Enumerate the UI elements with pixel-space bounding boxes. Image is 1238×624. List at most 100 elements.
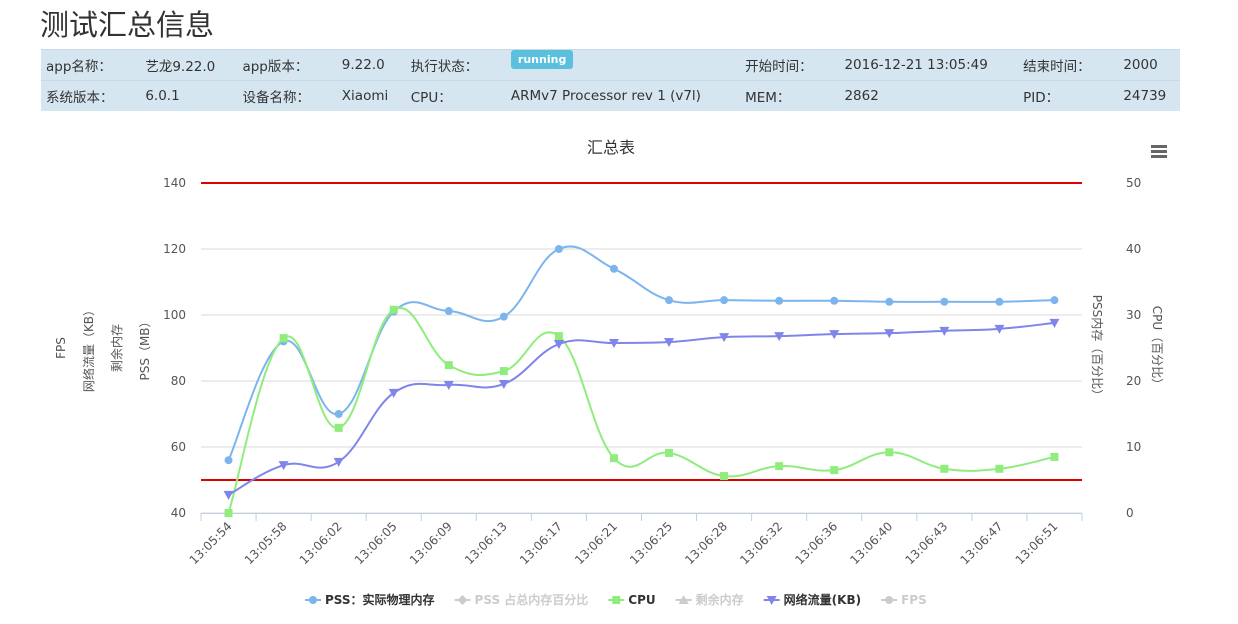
y2-tick-label: 50 — [1126, 176, 1141, 190]
marker — [498, 379, 509, 389]
y-tick-label: 80 — [171, 374, 186, 388]
y-axis-title: 网络流量（KB） — [81, 304, 96, 392]
marker — [720, 296, 729, 305]
marker — [499, 312, 508, 321]
info-cell: 执行状态： — [405, 49, 506, 81]
info-value: ARMv7 Processor rev 1 (v7l) — [510, 88, 701, 104]
x-tick-label: 13:06:43 — [902, 519, 950, 567]
info-cell: 2862 — [839, 80, 1019, 111]
legend-item[interactable]: 剩余内存 — [675, 592, 744, 607]
marker — [885, 448, 894, 457]
marker — [884, 329, 895, 339]
y-axis-title: PSS（MB） — [138, 315, 152, 380]
marker — [719, 333, 730, 343]
info-label: MEM： — [745, 90, 791, 106]
marker — [830, 466, 839, 475]
info-label: 设备名称： — [242, 90, 310, 106]
info-cell: 系统版本： — [41, 80, 141, 111]
x-tick-label: 13:06:32 — [737, 519, 785, 567]
marker — [443, 380, 454, 390]
marker — [224, 456, 233, 465]
marker — [885, 596, 894, 604]
info-value: 6.0.1 — [145, 88, 180, 104]
y2-tick-label: 20 — [1126, 374, 1141, 388]
marker — [334, 410, 343, 418]
marker — [775, 296, 784, 305]
x-tick-label: 13:06:17 — [517, 519, 565, 567]
marker — [1049, 318, 1060, 328]
marker — [1050, 452, 1059, 461]
x-tick-label: 13:06:09 — [407, 519, 455, 567]
menu-bar[interactable] — [1151, 155, 1167, 158]
info-label: CPU： — [410, 90, 452, 106]
marker — [665, 296, 674, 305]
marker — [939, 326, 950, 336]
marker — [309, 596, 317, 604]
x-tick-label: 13:06:05 — [352, 519, 400, 567]
marker — [223, 490, 234, 500]
marker — [608, 339, 619, 349]
legend-item[interactable]: PSS：实际物理内存 — [305, 592, 435, 607]
info-label: 开始时间： — [745, 59, 813, 75]
info-row: app名称： 艺龙9.22.0 app版本： 9.22.0 执行状态： running 开始… — [41, 49, 1180, 81]
legend-item[interactable]: 网络流量(KB) — [763, 592, 861, 607]
x-tick-label: 13:06:28 — [682, 519, 730, 567]
info-value: 2000 — [1123, 57, 1158, 73]
x-tick-label: 13:06:02 — [297, 519, 345, 567]
marker — [678, 595, 689, 604]
info-cell: 9.22.0 — [336, 49, 406, 81]
info-cell: ARMv7 Processor rev 1 (v7l) — [505, 80, 741, 111]
info-cell: 开始时间： — [740, 49, 840, 81]
y-tick-label: 100 — [163, 308, 186, 322]
x-tick-label: 13:06:21 — [572, 519, 620, 567]
marker — [774, 332, 785, 342]
x-tick-label: 13:06:47 — [958, 519, 1006, 567]
info-cell: app版本： — [237, 49, 337, 81]
info-cell: 2016-12-21 13:05:49 — [839, 49, 1019, 81]
info-label: 结束时间： — [1023, 59, 1091, 75]
marker — [766, 596, 777, 605]
info-label: 系统版本： — [46, 90, 114, 106]
marker — [444, 361, 453, 370]
marker — [609, 454, 618, 463]
marker — [995, 297, 1004, 306]
marker — [830, 296, 839, 305]
info-cell: CPU： — [405, 80, 506, 111]
info-label: app版本： — [242, 59, 309, 75]
menu-button[interactable] — [1151, 145, 1167, 158]
marker — [940, 464, 949, 473]
marker — [334, 423, 343, 432]
marker — [278, 461, 289, 471]
marker — [829, 330, 840, 340]
y-tick-label: 60 — [171, 440, 186, 454]
marker — [775, 462, 784, 471]
marker — [389, 305, 398, 314]
y-tick-label: 120 — [163, 242, 186, 256]
info-value: 2016-12-21 13:05:49 — [844, 57, 988, 73]
page-title: 测试汇总信息 — [40, 8, 215, 42]
x-tick-label: 13:06:36 — [792, 519, 840, 567]
menu-bar[interactable] — [1151, 150, 1167, 153]
marker — [885, 297, 894, 306]
x-tick-label: 13:05:54 — [187, 519, 235, 567]
x-tick-label: 13:06:25 — [627, 519, 675, 567]
legend-item[interactable]: PSS 占总内存百分比 — [454, 592, 589, 607]
x-tick-label: 13:06:51 — [1013, 519, 1061, 567]
x-tick-label: 13:06:13 — [462, 519, 510, 567]
status-badge: running — [510, 49, 574, 69]
marker — [995, 464, 1004, 473]
info-cell: Xiaomi — [336, 80, 406, 111]
info-cell: 设备名称： — [237, 80, 337, 111]
marker — [333, 457, 344, 467]
series-line — [228, 321, 1055, 496]
y-tick-label: 40 — [171, 506, 186, 520]
menu-bar[interactable] — [1151, 145, 1167, 148]
legend-item[interactable]: FPS — [881, 593, 927, 607]
chart-title: 汇总表 — [587, 138, 635, 157]
legend-label: 剩余内存 — [696, 592, 744, 607]
info-cell: 结束时间： — [1018, 49, 1119, 81]
info-cell: 24739 — [1118, 80, 1180, 111]
legend-item[interactable]: CPU — [608, 593, 656, 607]
info-cell: 2000 — [1118, 49, 1180, 81]
